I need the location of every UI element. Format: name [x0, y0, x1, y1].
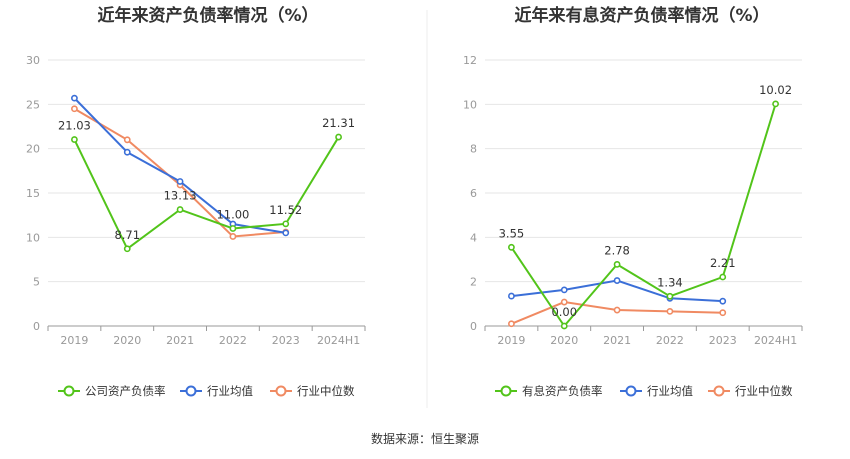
data-point — [719, 309, 727, 317]
data-point — [71, 136, 78, 143]
data-label: 3.55 — [499, 226, 525, 240]
data-label: 0.00 — [551, 305, 577, 319]
legend-label: 有息资产负债率 — [522, 384, 603, 398]
x-tick-label: 2020 — [550, 334, 578, 347]
series-line-2 — [73, 107, 286, 238]
data-point — [335, 133, 342, 141]
x-tick-label: 2021 — [603, 334, 631, 347]
y-tick-label: 6 — [470, 187, 477, 200]
chart-panel-interest-debt-ratio: 近年来有息资产负债率情况（%） 0 2 4 6 8 10 12 2019 2020 2021 2022… — [463, 5, 803, 398]
legend-item[interactable]: 行业均值 — [180, 384, 253, 398]
x-tick-label: 2023 — [709, 334, 737, 347]
legend-item[interactable]: 有息资产负债率 — [495, 384, 603, 398]
legend-swatch-marker — [63, 385, 75, 397]
chart-title: 近年来有息资产负债率情况（%） — [514, 5, 769, 26]
chart-panel-debt-ratio: 近年来资产负债率情况（%） 0 5 10 15 20 25 30 2019 2020 2021 202… — [26, 5, 366, 398]
data-point — [123, 148, 131, 156]
data-point — [666, 292, 674, 300]
y-tick-label: 0 — [33, 320, 40, 333]
y-tick-label: 25 — [26, 98, 40, 111]
data-point — [123, 245, 131, 253]
series-line-0 — [73, 136, 340, 251]
data-point — [282, 229, 290, 237]
y-tick-label: 10 — [26, 231, 40, 244]
legend-label: 行业均值 — [207, 384, 253, 398]
legend-item[interactable]: 行业中位数 — [708, 384, 793, 398]
data-source-note: 数据来源：恒生聚源 — [371, 431, 479, 446]
data-point — [229, 233, 237, 240]
x-tick-label: 2022 — [219, 334, 247, 347]
data-point — [176, 178, 184, 185]
data-label: 21.03 — [58, 119, 91, 133]
data-label: 21.31 — [322, 116, 355, 130]
data-label: 8.71 — [114, 228, 140, 242]
legend-item[interactable]: 行业均值 — [620, 384, 693, 398]
y-tick-label: 20 — [26, 143, 40, 156]
x-tick-label: 2019 — [60, 334, 88, 347]
data-label: 11.00 — [216, 207, 249, 221]
legend-swatch-marker — [713, 385, 725, 397]
x-tick-label: 2021 — [166, 334, 194, 347]
x-tick-label: 2024H1 — [754, 334, 797, 347]
data-point — [176, 206, 184, 213]
y-tick-label: 12 — [463, 54, 477, 67]
data-label: 2.21 — [710, 256, 736, 270]
y-tick-label: 4 — [470, 231, 477, 244]
data-point — [666, 307, 674, 315]
data-label: 13.13 — [164, 189, 197, 203]
y-tick-label: 15 — [26, 187, 40, 200]
data-point — [560, 322, 568, 330]
legend-label: 公司资产负债率 — [85, 384, 166, 398]
data-point — [508, 320, 515, 328]
y-tick-label: 30 — [26, 54, 40, 67]
x-tick-label: 2019 — [497, 334, 525, 347]
y-tick-label: 10 — [463, 98, 477, 111]
x-tick-label: 2020 — [113, 334, 141, 347]
legend-swatch-marker — [275, 385, 287, 397]
legend-swatch-marker — [185, 385, 197, 397]
data-point — [71, 94, 78, 102]
data-point — [229, 225, 237, 232]
legend-item[interactable]: 行业中位数 — [270, 384, 355, 398]
data-label: 10.02 — [759, 83, 792, 97]
data-point — [282, 220, 290, 228]
legend-label: 行业中位数 — [735, 384, 793, 398]
data-label: 1.34 — [657, 275, 683, 289]
legend-item[interactable]: 公司资产负债率 — [58, 384, 166, 398]
legend-label: 行业均值 — [647, 384, 693, 398]
data-point — [508, 243, 515, 251]
data-point — [123, 136, 131, 144]
data-point — [560, 286, 568, 294]
x-tick-label: 2024H1 — [317, 334, 360, 347]
y-tick-label: 0 — [470, 320, 477, 333]
data-point — [719, 297, 727, 305]
data-point — [613, 277, 621, 284]
data-point — [613, 260, 621, 268]
data-point — [613, 306, 621, 314]
series-line-0 — [510, 103, 777, 328]
data-point — [772, 100, 779, 108]
x-tick-label: 2023 — [272, 334, 300, 347]
legend-swatch-marker — [500, 385, 512, 397]
data-label: 2.78 — [604, 243, 630, 257]
y-tick-label: 5 — [33, 276, 40, 289]
legend-swatch-marker — [625, 385, 637, 397]
legend-label: 行业中位数 — [297, 384, 355, 398]
y-tick-label: 8 — [470, 143, 477, 156]
data-point — [71, 105, 78, 113]
data-label: 11.52 — [269, 203, 302, 217]
y-tick-label: 2 — [470, 276, 477, 289]
data-point — [719, 273, 727, 281]
x-tick-label: 2022 — [656, 334, 684, 347]
chart-title: 近年来资产负债率情况（%） — [97, 5, 318, 26]
data-point — [560, 298, 568, 306]
data-point — [508, 292, 515, 300]
